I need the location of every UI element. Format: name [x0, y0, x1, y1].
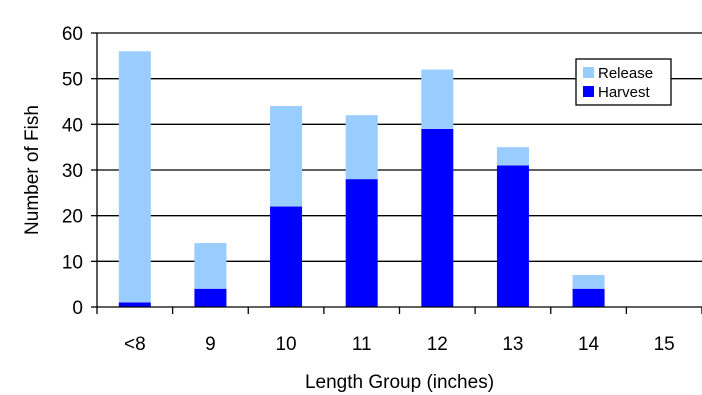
x-tick-labels: <8 9 10 11 12 13 14 15 [124, 334, 675, 355]
bars [118, 51, 605, 307]
x-axis-title: Length Group (inches) [305, 372, 494, 393]
y-tick-label-20: 20 [62, 207, 83, 228]
bar-harvest-14 [572, 288, 605, 307]
x-tick-label-15: 15 [654, 334, 675, 355]
legend-label-release: Release [598, 65, 653, 82]
bar-harvest-10 [270, 206, 303, 307]
x-tick-label-11: 11 [352, 334, 372, 355]
bar-harvest-11 [345, 179, 378, 307]
legend: Release Harvest [575, 58, 672, 106]
bar-harvest-9 [194, 288, 227, 307]
y-tick-label-50: 50 [62, 70, 83, 91]
y-tick-label-0: 0 [72, 298, 83, 319]
bar-release-12 [421, 69, 454, 129]
bar-harvest-8 [118, 302, 151, 307]
legend-label-harvest: Harvest [598, 84, 651, 101]
bar-release-10 [270, 106, 303, 207]
legend-swatch-harvest [583, 86, 594, 97]
gridlines [97, 32, 702, 262]
bar-release-9 [194, 243, 227, 289]
bar-harvest-12 [421, 128, 454, 307]
x-tick-label-12: 12 [427, 334, 448, 355]
bar-harvest-13 [496, 165, 529, 307]
x-tick-label-13: 13 [502, 334, 523, 355]
y-tick-label-10: 10 [62, 252, 83, 273]
x-tick-label-10: 10 [275, 334, 296, 355]
y-tick-label-30: 30 [62, 161, 83, 182]
x-tick-label-8: <8 [124, 334, 146, 355]
legend-box [575, 58, 672, 106]
x-tick-label-9: 9 [205, 334, 216, 355]
y-axis-title: Number of Fish [22, 105, 43, 235]
axes [91, 32, 702, 314]
bar-release-11 [345, 115, 378, 180]
y-tick-labels: 0 10 20 30 40 50 60 [62, 24, 83, 319]
y-tick-label-40: 40 [62, 115, 83, 136]
bar-release-8 [118, 51, 151, 303]
bar-release-13 [496, 147, 529, 166]
legend-swatch-release [583, 67, 594, 78]
y-tick-label-60: 60 [62, 24, 83, 45]
bar-release-14 [572, 275, 605, 289]
x-tick-label-14: 14 [578, 334, 600, 355]
